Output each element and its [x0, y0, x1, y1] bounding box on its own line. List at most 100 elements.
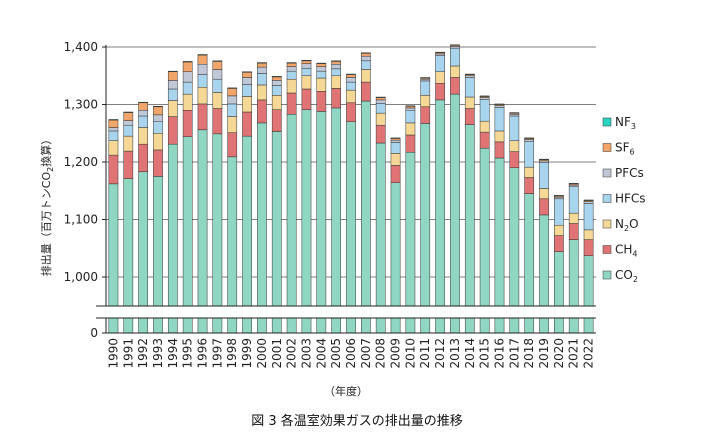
bar-2011: [420, 77, 431, 334]
bar-segment-NF3-2019: [539, 158, 549, 160]
x-tick-label: 1996: [196, 338, 210, 369]
bar-segment-HFCs-2010: [405, 110, 416, 124]
bar-segment-NF3-2020: [554, 195, 564, 197]
x-tick-label: 1998: [225, 338, 239, 369]
legend-swatch: [602, 219, 612, 229]
bar-segment-HFCs-2009: [390, 142, 401, 154]
bar-1999: [242, 71, 252, 334]
bar-segment-NF3-2014: [464, 73, 475, 75]
bar-segment-PFCs-1995: [182, 71, 193, 83]
bar-segment-SF6-1990: [108, 119, 119, 128]
bar-segment-N2O-2015: [479, 120, 490, 133]
bar-2015: [479, 95, 490, 334]
bar-segment-NF3-2021: [568, 183, 579, 185]
x-tick-label: 2010: [403, 338, 417, 369]
legend-label: PFCs: [615, 166, 644, 180]
bar-segment-CO2-2020: [554, 251, 564, 334]
bar-2007: [361, 52, 371, 334]
x-tick-labels: 1990 1991 1992 1993 1994 1995 1996 1997 1998 1999…: [106, 338, 595, 369]
x-tick-label: 2021: [567, 338, 581, 369]
bar-2008: [375, 96, 386, 334]
bar-segment-PFCs-1991: [123, 120, 134, 126]
x-tick-label: 2008: [374, 338, 388, 369]
bar-segment-PFCs-1997: [212, 69, 223, 80]
bar-1991: [123, 111, 134, 334]
bar-segment-HFCs-2022: [583, 203, 594, 231]
bar-segment-CH4-2020: [554, 235, 564, 252]
bar-segment-CH4-1999: [242, 111, 252, 137]
bar-segment-PFCs-2011: [420, 78, 431, 82]
bar-segment-CH4-2008: [375, 124, 386, 144]
bar-segment-HFCs-2016: [494, 107, 505, 132]
bar-segment-N2O-2004: [316, 77, 327, 92]
bar-segment-N2O-1998: [227, 116, 238, 133]
axis-break-band: [96, 306, 596, 318]
bar-segment-HFCs-1995: [182, 81, 193, 95]
bar-segment-NF3-2009: [390, 137, 401, 139]
bar-segment-N2O-1996: [197, 87, 208, 105]
bar-segment-CH4-2010: [405, 134, 416, 153]
bar-segment-HFCs-2003: [301, 68, 312, 77]
bar-segment-CH4-2009: [390, 165, 401, 183]
y-tick-label: 1,400: [64, 40, 98, 54]
bar-segment-N2O-2010: [405, 122, 416, 136]
bar-segment-CH4-2022: [583, 239, 594, 256]
figure-caption: 図 3 各温室効果ガスの排出量の推移: [251, 413, 463, 429]
bar-segment-PFCs-2000: [257, 66, 267, 74]
bar-segment-NF3-1994: [167, 70, 178, 72]
bar-segment-CO2-2022: [583, 255, 594, 334]
bar-segment-HFCs-2004: [316, 70, 327, 79]
bar-segment-NF3-1997: [212, 60, 223, 62]
axes: [102, 45, 596, 334]
legend-label: NF3: [615, 115, 636, 131]
x-tick-label: 1994: [166, 338, 180, 369]
bar-segment-CO2-2011: [420, 123, 431, 334]
bar-2000: [257, 62, 267, 334]
bar-segment-CH4-2016: [494, 141, 505, 159]
bar-segment-HFCs-2019: [539, 162, 549, 189]
bar-segment-PFCs-2015: [479, 97, 490, 100]
bar-segment-PFCs-2005: [331, 64, 341, 70]
bar-segment-N2O-1993: [153, 133, 163, 151]
bar-2012: [435, 51, 445, 334]
bar-segment-CH4-2001: [271, 109, 282, 132]
bar-segment-N2O-1994: [167, 100, 178, 117]
bar-2022: [583, 199, 594, 334]
bar-segment-CH4-1993: [153, 149, 163, 177]
bar-segment-CO2-2014: [464, 124, 475, 334]
bar-segment-N2O-2021: [568, 212, 579, 224]
legend-item-N2O: N2O: [602, 217, 639, 233]
bar-2014: [464, 73, 475, 334]
x-tick-label: 2020: [552, 338, 566, 369]
x-tick-label: 2002: [285, 338, 299, 369]
bar-segment-NF3-2000: [257, 62, 267, 64]
legend-label: CO2: [615, 268, 638, 284]
x-tick-label: 2006: [344, 338, 358, 369]
bar-segment-PFCs-2019: [539, 160, 549, 163]
bar-segment-N2O-2013: [450, 65, 460, 78]
bar-segment-PFCs-1990: [108, 127, 119, 132]
legend-swatch: [602, 168, 612, 178]
bar-segment-CH4-2000: [257, 99, 267, 124]
bar-segment-CH4-2012: [435, 82, 445, 101]
x-tick-label: 2001: [270, 338, 284, 369]
bar-2001: [271, 76, 282, 334]
bar-segment-HFCs-2005: [331, 68, 341, 76]
bar-segment-SF6-2010: [405, 105, 416, 109]
x-tick-label: 1991: [121, 338, 135, 369]
bars: [108, 44, 594, 334]
bar-segment-HFCs-2015: [479, 99, 490, 122]
bar-segment-N2O-2017: [509, 140, 520, 152]
bar-segment-HFCs-1994: [167, 88, 178, 101]
bar-segment-SF6-2003: [301, 60, 312, 64]
x-tick-label: 2004: [314, 338, 328, 369]
bar-segment-NF3-1995: [182, 61, 193, 63]
y-tick-label: 1,200: [64, 155, 98, 169]
legend-item-PFCs: PFCs: [602, 166, 644, 180]
bar-segment-CO2-2000: [257, 122, 267, 334]
bar-2003: [301, 59, 312, 334]
bar-1994: [167, 70, 178, 334]
legend-swatch: [602, 194, 612, 203]
bar-segment-SF6-2009: [390, 138, 401, 141]
